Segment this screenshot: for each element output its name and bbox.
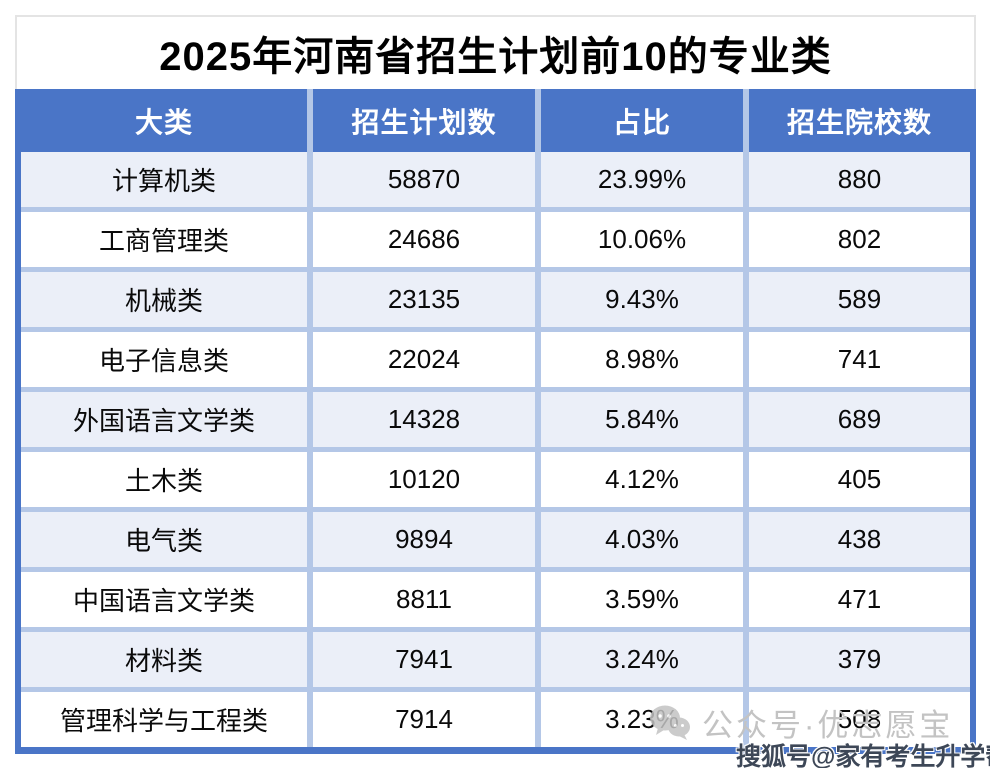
cell-plan-count: 58870 <box>313 152 535 207</box>
column-header-plan-count: 招生计划数 <box>313 89 535 152</box>
cell-category: 土木类 <box>21 452 307 507</box>
cell-percentage: 4.03% <box>541 512 743 567</box>
column-header-category: 大类 <box>21 89 307 152</box>
cell-school-count: 689 <box>749 392 970 447</box>
cell-percentage: 3.59% <box>541 572 743 627</box>
cell-school-count: 589 <box>749 272 970 327</box>
cell-school-count: 405 <box>749 452 970 507</box>
cell-plan-count: 24686 <box>313 212 535 267</box>
column-header-percentage: 占比 <box>541 89 743 152</box>
table-rows: 计算机类 58870 23.99% 880 工商管理类 24686 10.06%… <box>21 152 970 747</box>
cell-category: 电气类 <box>21 512 307 567</box>
cell-school-count: 379 <box>749 632 970 687</box>
cell-plan-count: 14328 <box>313 392 535 447</box>
enrollment-table: 2025年河南省招生计划前10的专业类 大类 招生计划数 占比 招生院校数 计算… <box>15 15 976 754</box>
cell-plan-count: 10120 <box>313 452 535 507</box>
cell-plan-count: 8811 <box>313 572 535 627</box>
cell-category: 中国语言文学类 <box>21 572 307 627</box>
table-header-row: 大类 招生计划数 占比 招生院校数 <box>21 89 970 152</box>
cell-category: 机械类 <box>21 272 307 327</box>
cell-percentage: 3.24% <box>541 632 743 687</box>
page-title: 2025年河南省招生计划前10的专业类 <box>15 15 976 89</box>
cell-percentage: 5.84% <box>541 392 743 447</box>
cell-percentage: 4.12% <box>541 452 743 507</box>
cell-percentage: 23.99% <box>541 152 743 207</box>
cell-plan-count: 7941 <box>313 632 535 687</box>
cell-percentage: 3.23% <box>541 692 743 747</box>
cell-category: 工商管理类 <box>21 212 307 267</box>
cell-school-count: 508 <box>749 692 970 747</box>
cell-percentage: 8.98% <box>541 332 743 387</box>
cell-school-count: 741 <box>749 332 970 387</box>
cell-category: 外国语言文学类 <box>21 392 307 447</box>
cell-category: 管理科学与工程类 <box>21 692 307 747</box>
cell-school-count: 880 <box>749 152 970 207</box>
cell-plan-count: 23135 <box>313 272 535 327</box>
cell-school-count: 438 <box>749 512 970 567</box>
cell-category: 计算机类 <box>21 152 307 207</box>
cell-school-count: 471 <box>749 572 970 627</box>
cell-plan-count: 9894 <box>313 512 535 567</box>
cell-category: 材料类 <box>21 632 307 687</box>
cell-percentage: 10.06% <box>541 212 743 267</box>
cell-percentage: 9.43% <box>541 272 743 327</box>
cell-category: 电子信息类 <box>21 332 307 387</box>
cell-plan-count: 7914 <box>313 692 535 747</box>
table-body: 大类 招生计划数 占比 招生院校数 计算机类 58870 23.99% 880 … <box>15 89 976 754</box>
column-header-school-count: 招生院校数 <box>749 89 970 152</box>
cell-plan-count: 22024 <box>313 332 535 387</box>
cell-school-count: 802 <box>749 212 970 267</box>
